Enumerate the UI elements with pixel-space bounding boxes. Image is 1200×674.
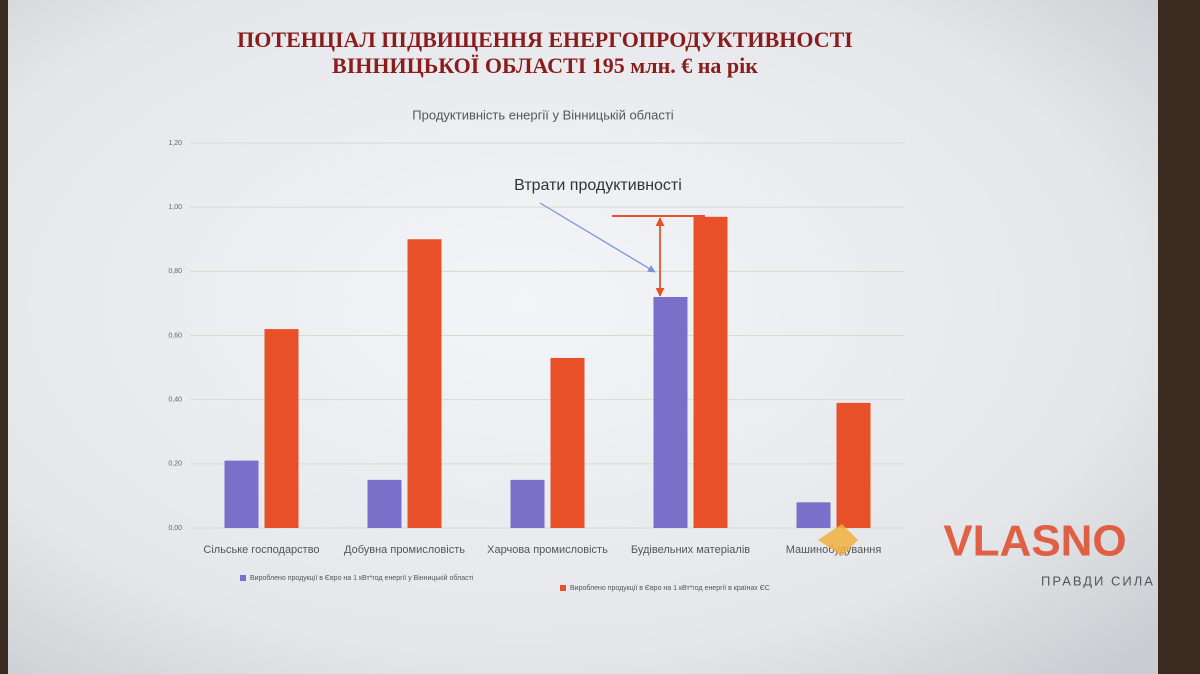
annotation-arrow (539, 202, 656, 273)
x-tick-label: Добувна промисловість (344, 544, 465, 556)
logo-icon (818, 524, 858, 556)
bar (510, 479, 545, 528)
bar (836, 402, 871, 528)
legend-label: Вироблено продукції в Євро на 1 кВт*год … (570, 584, 770, 592)
watermark-tagline: ПРАВДИ СИЛА (1041, 573, 1155, 588)
bar (796, 502, 831, 528)
bar (550, 357, 585, 528)
bar (693, 216, 728, 528)
bar (653, 297, 688, 528)
watermark-brand: VLASNO (943, 517, 1126, 566)
slide (8, 0, 1158, 674)
title-line: ПОТЕНЦІАЛ ПІДВИЩЕННЯ ЕНЕРГОПРОДУКТИВНОСТ… (237, 27, 853, 52)
bar (264, 329, 299, 528)
bar (407, 239, 442, 528)
legend-label: Вироблено продукції в Євро на 1 кВт*год … (250, 574, 474, 582)
legend-swatch (240, 575, 246, 581)
y-tick-label: 1,00 (168, 204, 182, 211)
y-tick-label: 0,60 (168, 332, 182, 339)
bar (224, 460, 259, 528)
title-line: ВІННИЦЬКОЇ ОБЛАСТІ 195 млн. € на рік (332, 53, 758, 78)
y-tick-label: 0,40 (168, 397, 182, 404)
annotation: Втрати продуктивності (514, 177, 682, 194)
x-tick-label: Сільське господарство (203, 544, 319, 556)
y-tick-label: 1,20 (168, 140, 182, 147)
y-tick-label: 0,00 (168, 525, 182, 532)
bar (367, 479, 402, 528)
x-tick-label: Харчова промисловість (487, 544, 608, 556)
y-tick-label: 0,20 (168, 461, 182, 468)
y-tick-label: 0,80 (168, 268, 182, 275)
legend-swatch (560, 585, 566, 591)
subtitle: Продуктивність енергії у Вінницькій обла… (412, 107, 674, 122)
x-tick-label: Будівельних матеріалів (631, 544, 750, 556)
